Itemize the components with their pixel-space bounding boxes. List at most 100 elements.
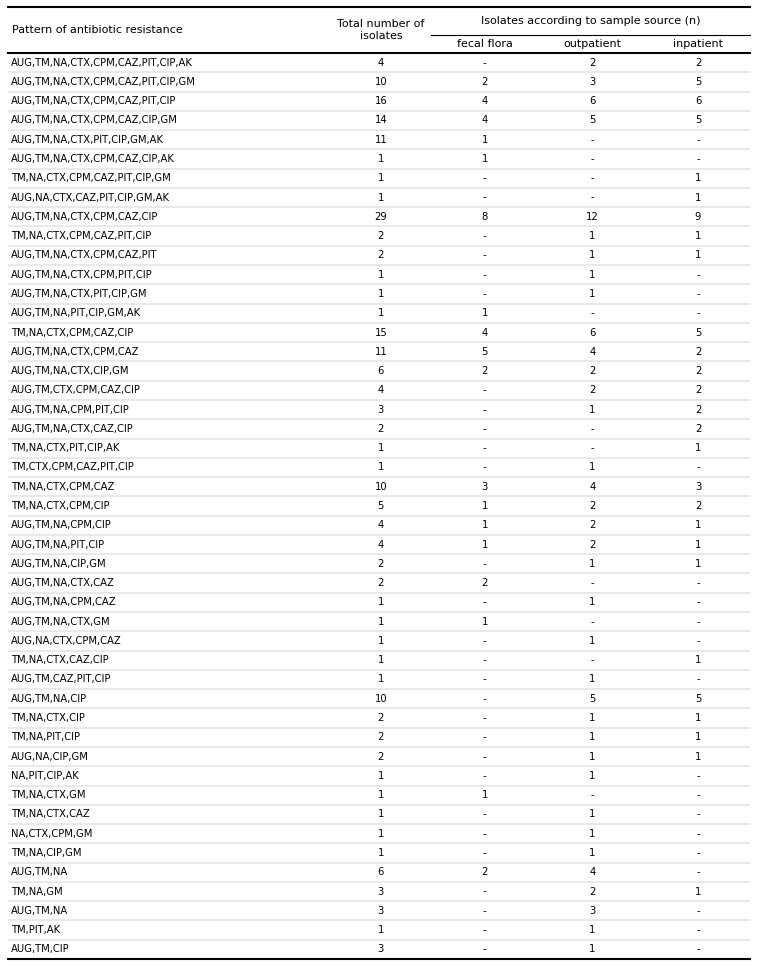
Text: AUG,TM,NA,CTX,PIT,CIP,GM,AK: AUG,TM,NA,CTX,PIT,CIP,GM,AK [11,134,164,145]
Text: 1: 1 [481,790,488,800]
Text: AUG,TM,CTX,CPM,CAZ,CIP: AUG,TM,CTX,CPM,CAZ,CIP [11,385,141,396]
Text: -: - [590,424,594,434]
Text: -: - [483,675,487,685]
Text: 1: 1 [377,462,384,473]
Text: 2: 2 [377,751,384,762]
Text: 8: 8 [481,212,488,221]
Text: 6: 6 [589,328,596,337]
Text: 2: 2 [377,578,384,588]
Text: TM,NA,CIP,GM: TM,NA,CIP,GM [11,848,82,858]
Text: -: - [483,656,487,665]
Text: 1: 1 [377,308,384,318]
Text: 1: 1 [589,231,596,241]
Text: -: - [590,173,594,184]
Text: AUG,TM,NA,CTX,GM: AUG,TM,NA,CTX,GM [11,617,111,627]
Text: AUG,TM,NA: AUG,TM,NA [11,867,68,877]
Text: 4: 4 [377,540,384,549]
Text: TM,NA,PIT,CIP: TM,NA,PIT,CIP [11,732,80,743]
Text: 1: 1 [695,732,701,743]
Text: -: - [483,732,487,743]
Text: 3: 3 [695,482,701,492]
Text: TM,NA,CTX,CPM,CAZ,PIT,CIP: TM,NA,CTX,CPM,CAZ,PIT,CIP [11,231,152,241]
Text: 1: 1 [377,270,384,279]
Text: 1: 1 [377,771,384,781]
Text: AUG,TM,NA,CIP: AUG,TM,NA,CIP [11,693,87,704]
Text: 1: 1 [695,520,701,530]
Text: 1: 1 [589,809,596,819]
Text: 1: 1 [377,289,384,299]
Text: -: - [697,906,700,916]
Text: 12: 12 [586,212,599,221]
Text: -: - [483,58,487,68]
Text: 1: 1 [589,751,596,762]
Text: inpatient: inpatient [673,39,723,49]
Text: 1: 1 [589,732,596,743]
Text: 1: 1 [377,192,384,202]
Text: 1: 1 [377,790,384,800]
Text: AUG,TM,NA,CTX,CPM,CAZ,PIT,CIP: AUG,TM,NA,CTX,CPM,CAZ,PIT,CIP [11,96,177,106]
Text: 1: 1 [481,617,488,627]
Text: -: - [697,598,700,607]
Text: -: - [697,867,700,877]
Text: 2: 2 [695,385,701,396]
Text: 1: 1 [377,636,384,646]
Text: 1: 1 [589,598,596,607]
Text: -: - [697,289,700,299]
Text: 1: 1 [589,848,596,858]
Text: NA,CTX,CPM,GM: NA,CTX,CPM,GM [11,829,92,838]
Text: 2: 2 [589,501,596,511]
Text: 1: 1 [589,270,596,279]
Text: AUG,NA,CTX,CAZ,PIT,CIP,GM,AK: AUG,NA,CTX,CAZ,PIT,CIP,GM,AK [11,192,170,202]
Text: 11: 11 [374,347,387,357]
Text: 5: 5 [377,501,384,511]
Text: -: - [483,231,487,241]
Text: -: - [483,945,487,954]
Text: -: - [483,173,487,184]
Text: -: - [483,270,487,279]
Text: 2: 2 [481,366,488,376]
Text: -: - [590,134,594,145]
Text: 3: 3 [481,482,488,492]
Text: 1: 1 [695,192,701,202]
Text: 1: 1 [481,540,488,549]
Text: 2: 2 [589,540,596,549]
Text: 2: 2 [481,77,488,87]
Text: 1: 1 [589,636,596,646]
Text: 5: 5 [695,328,701,337]
Text: -: - [697,771,700,781]
Text: 1: 1 [695,713,701,723]
Text: 29: 29 [374,212,387,221]
Text: -: - [697,945,700,954]
Text: -: - [483,289,487,299]
Text: -: - [483,848,487,858]
Text: -: - [483,925,487,935]
Text: outpatient: outpatient [563,39,622,49]
Text: TM,NA,CTX,PIT,CIP,AK: TM,NA,CTX,PIT,CIP,AK [11,443,119,454]
Text: AUG,TM,CAZ,PIT,CIP: AUG,TM,CAZ,PIT,CIP [11,675,111,685]
Text: 4: 4 [377,520,384,530]
Text: -: - [483,636,487,646]
Text: 1: 1 [695,540,701,549]
Text: AUG,TM,NA,CTX,CPM,CAZ,PIT,CIP,GM: AUG,TM,NA,CTX,CPM,CAZ,PIT,CIP,GM [11,77,196,87]
Text: -: - [483,385,487,396]
Text: 1: 1 [695,443,701,454]
Text: -: - [697,848,700,858]
Text: -: - [590,192,594,202]
Text: -: - [483,443,487,454]
Text: 1: 1 [589,404,596,415]
Text: TM,PIT,AK: TM,PIT,AK [11,925,60,935]
Text: 1: 1 [481,308,488,318]
Text: AUG,TM,NA,PIT,CIP: AUG,TM,NA,PIT,CIP [11,540,105,549]
Text: 3: 3 [377,887,384,896]
Text: 10: 10 [374,77,387,87]
Text: 1: 1 [377,598,384,607]
Text: -: - [483,598,487,607]
Text: AUG,TM,NA,CTX,CPM,CAZ,CIP: AUG,TM,NA,CTX,CPM,CAZ,CIP [11,212,158,221]
Text: 1: 1 [589,250,596,260]
Text: 1: 1 [377,848,384,858]
Text: 2: 2 [589,385,596,396]
Text: TM,NA,GM: TM,NA,GM [11,887,63,896]
Text: 2: 2 [695,58,701,68]
Text: 4: 4 [589,867,596,877]
Text: AUG,TM,NA,CTX,CPM,CAZ: AUG,TM,NA,CTX,CPM,CAZ [11,347,139,357]
